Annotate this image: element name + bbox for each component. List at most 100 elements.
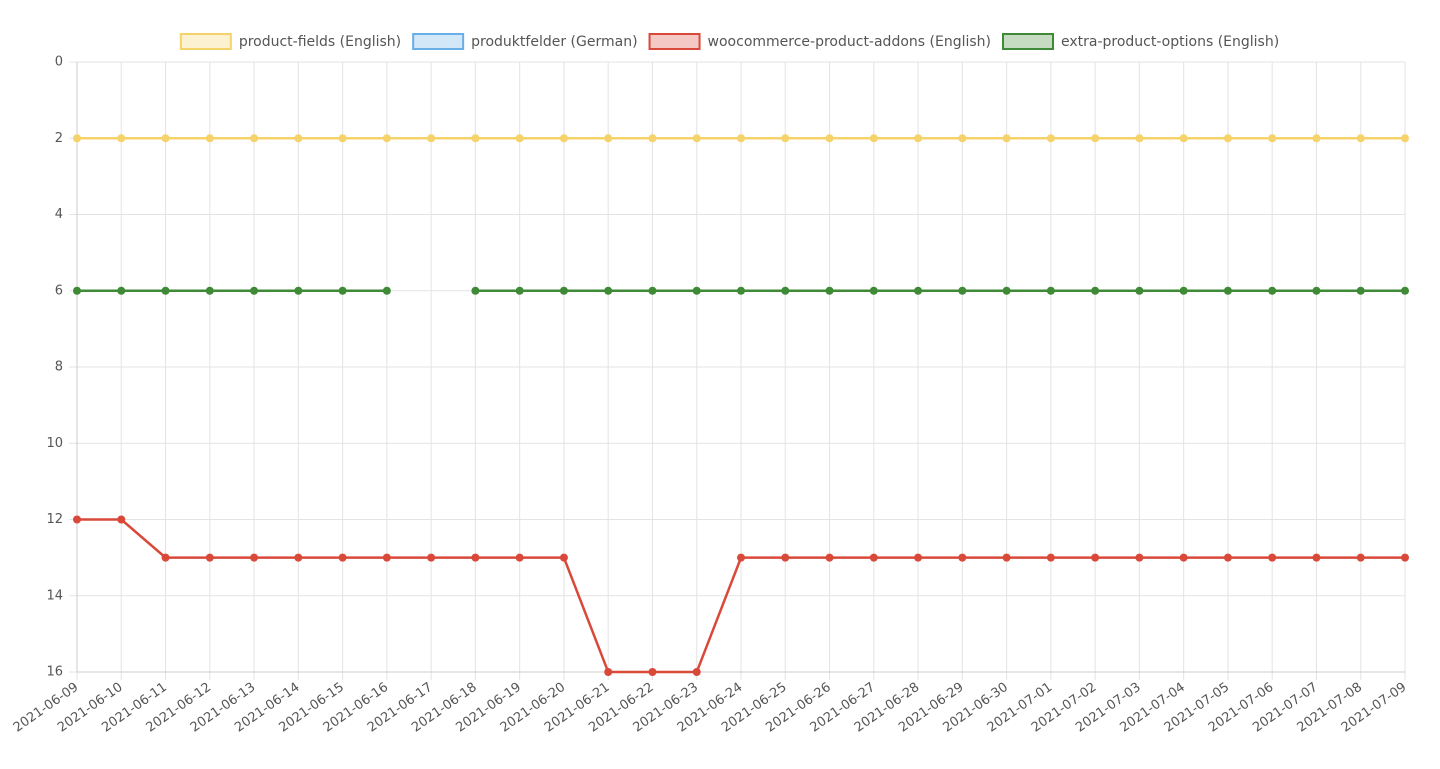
- legend-swatch: [412, 33, 465, 50]
- data-point: [1312, 553, 1321, 562]
- data-point: [427, 134, 436, 143]
- data-point: [1091, 553, 1100, 562]
- data-point: [427, 553, 436, 562]
- data-point: [73, 515, 81, 524]
- data-point: [781, 134, 790, 143]
- data-point: [205, 134, 214, 143]
- data-point: [1401, 286, 1409, 295]
- data-point: [471, 286, 480, 295]
- data-point: [471, 134, 480, 143]
- data-point: [648, 668, 657, 676]
- data-point: [471, 553, 480, 562]
- data-point: [382, 286, 391, 295]
- data-point: [73, 286, 81, 295]
- data-point: [1356, 286, 1365, 295]
- data-point: [1179, 286, 1188, 295]
- legend-label: produktfelder (German): [471, 34, 637, 50]
- data-point: [958, 134, 967, 143]
- legend: product-fields (English) produktfelder (G…: [179, 33, 1279, 50]
- data-point: [250, 134, 259, 143]
- data-point: [250, 553, 259, 562]
- data-point: [1312, 134, 1321, 143]
- data-point: [604, 134, 613, 143]
- data-point: [914, 553, 923, 562]
- y-tick-label: 10: [46, 436, 63, 451]
- legend-label: woocommerce-product-addons (English): [708, 34, 991, 50]
- data-point: [1356, 553, 1365, 562]
- data-point: [737, 134, 745, 143]
- data-point: [161, 553, 170, 562]
- data-point: [1268, 553, 1277, 562]
- data-point: [1401, 134, 1409, 143]
- data-point: [737, 553, 745, 562]
- data-point: [1268, 286, 1277, 295]
- data-point: [250, 286, 259, 295]
- legend-label: extra-product-options (English): [1061, 34, 1279, 50]
- data-point: [1223, 553, 1232, 562]
- data-point: [117, 286, 126, 295]
- data-point: [559, 553, 568, 562]
- data-point: [781, 286, 790, 295]
- y-tick-label: 4: [55, 207, 63, 222]
- data-point: [1046, 286, 1055, 295]
- data-point: [604, 668, 613, 676]
- y-tick-label: 2: [55, 131, 63, 146]
- data-point: [648, 134, 657, 143]
- y-tick-label: 16: [46, 665, 63, 680]
- data-point: [1179, 134, 1188, 143]
- data-point: [515, 286, 524, 295]
- data-point: [692, 668, 701, 676]
- y-tick-label: 8: [55, 360, 63, 375]
- data-point: [294, 553, 303, 562]
- y-tick-label: 14: [46, 588, 63, 603]
- legend-swatch: [179, 33, 232, 50]
- data-point: [1223, 134, 1232, 143]
- data-point: [1002, 286, 1011, 295]
- data-point: [1135, 134, 1144, 143]
- data-point: [1135, 286, 1144, 295]
- data-point: [294, 286, 303, 295]
- data-point: [205, 553, 214, 562]
- legend-swatch: [648, 33, 701, 50]
- data-point: [1091, 286, 1100, 295]
- data-point: [117, 515, 126, 524]
- data-point: [515, 553, 524, 562]
- legend-swatch: [1001, 33, 1054, 50]
- data-point: [1046, 553, 1055, 562]
- y-tick-label: 12: [46, 512, 63, 527]
- data-point: [559, 134, 568, 143]
- data-point: [205, 286, 214, 295]
- data-point: [1312, 286, 1321, 295]
- data-point: [692, 286, 701, 295]
- data-point: [958, 286, 967, 295]
- data-point: [825, 553, 834, 562]
- data-point: [737, 286, 745, 295]
- data-point: [648, 286, 657, 295]
- data-point: [1401, 553, 1409, 562]
- data-point: [161, 286, 170, 295]
- data-point: [338, 134, 347, 143]
- data-point: [914, 286, 923, 295]
- data-point: [825, 134, 834, 143]
- data-point: [1223, 286, 1232, 295]
- data-point: [1046, 134, 1055, 143]
- data-point: [382, 134, 391, 143]
- y-tick-label: 6: [55, 283, 63, 298]
- data-point: [1002, 553, 1011, 562]
- data-point: [559, 286, 568, 295]
- data-point: [869, 553, 878, 562]
- data-point: [294, 134, 303, 143]
- data-point: [1002, 134, 1011, 143]
- data-point: [869, 286, 878, 295]
- data-point: [161, 134, 170, 143]
- data-point: [825, 286, 834, 295]
- data-point: [958, 553, 967, 562]
- data-point: [73, 134, 81, 143]
- data-point: [1091, 134, 1100, 143]
- data-point: [382, 553, 391, 562]
- y-tick-label: 0: [55, 55, 63, 70]
- legend-label: product-fields (English): [239, 34, 401, 50]
- data-point: [692, 134, 701, 143]
- data-point: [338, 286, 347, 295]
